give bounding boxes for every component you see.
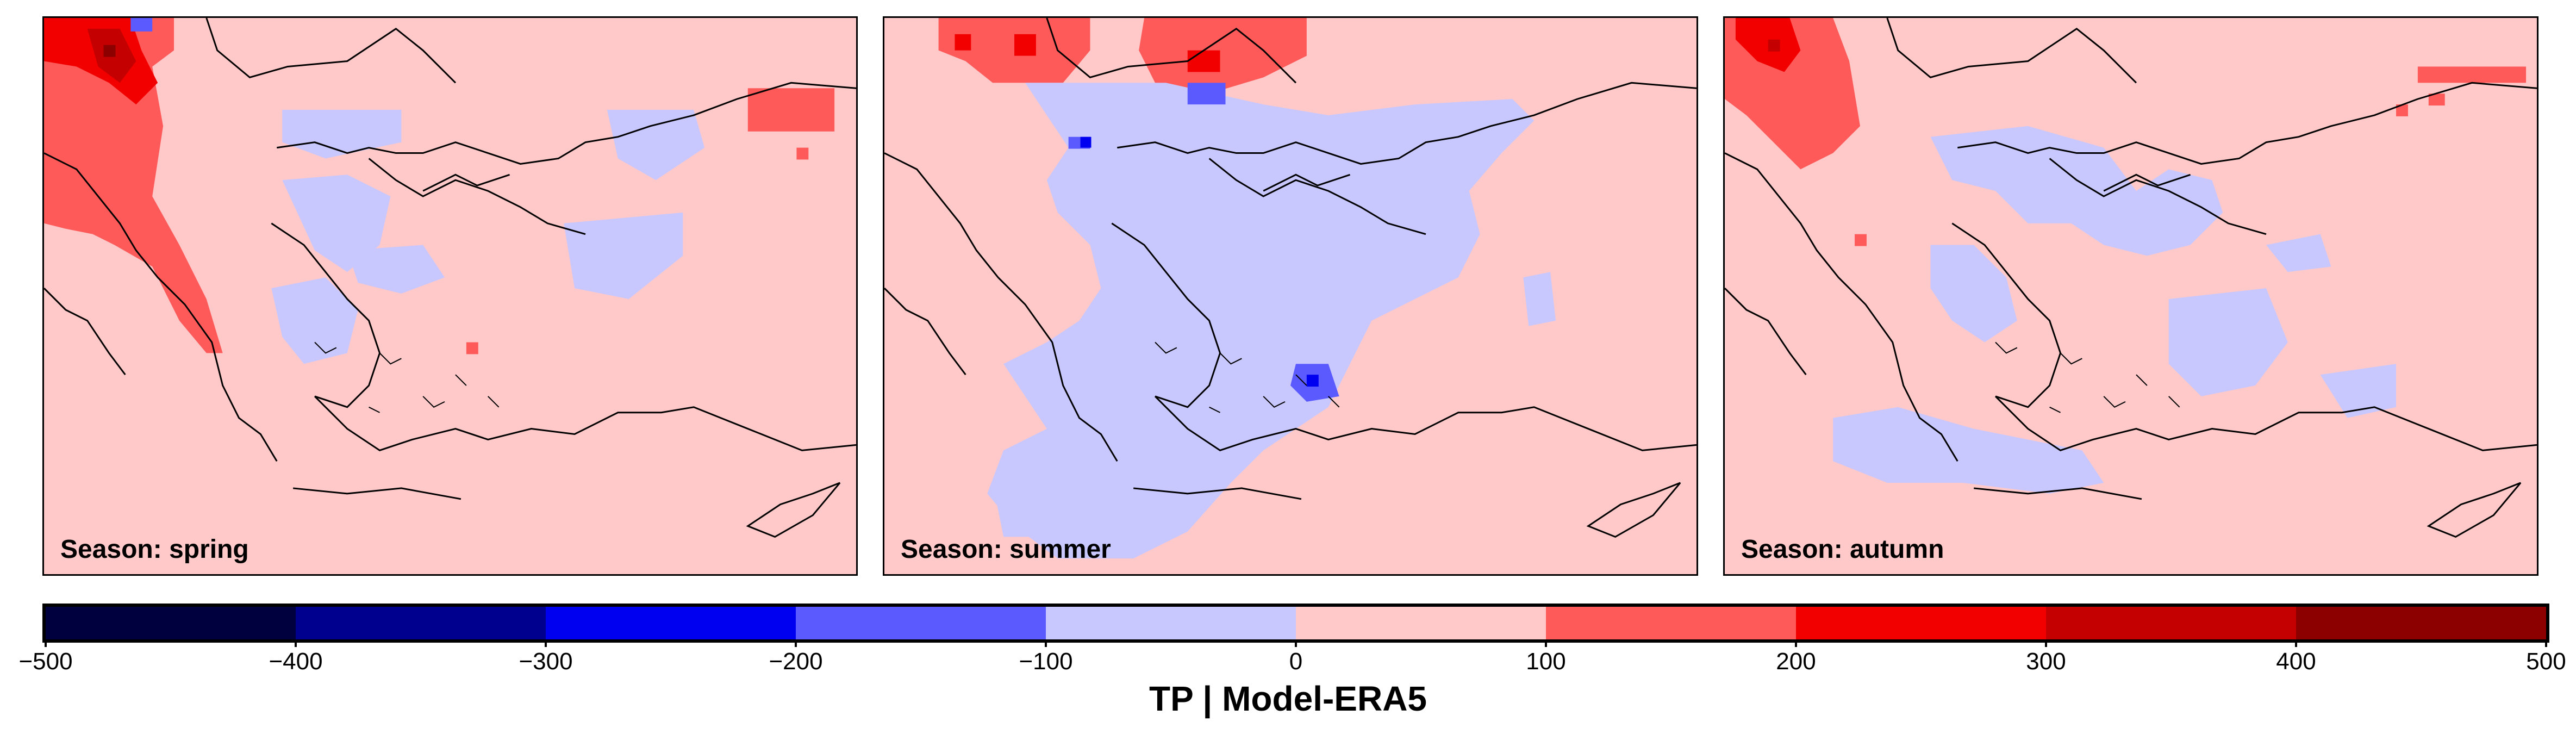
colorbar-tick-mark [45,639,47,647]
colorbar-tick-mark [1295,639,1297,647]
colorbar-tick-label: 0 [1289,648,1303,675]
colorbar-tick-mark [1545,639,1547,647]
summer-map [884,18,1696,574]
season-label-summer: Season: summer [901,535,1111,564]
colorbar-tick-mark [1795,639,1797,647]
colorbar-tick-label: −400 [269,648,323,675]
colorbar-tick-label: −200 [769,648,823,675]
colorbar-bin [296,607,546,639]
colorbar-tick-mark [545,639,547,647]
colorbar-bin [46,607,296,639]
colorbar-tick-mark [795,639,797,647]
colorbar-bin [2296,607,2546,639]
colorbar-tick-label: −100 [1019,648,1073,675]
colorbar-tick-label: 400 [2276,648,2316,675]
colorbar-tick-label: 200 [1776,648,1816,675]
colorbar-tick-mark [2295,639,2297,647]
colorbar-bin [1796,607,2046,639]
colorbar-tick-label: −300 [519,648,573,675]
colorbar-bin [1546,607,1796,639]
colorbar-bin [1296,607,1546,639]
colorbar-tick-label: 300 [2026,648,2066,675]
colorbar [42,604,2549,643]
map-panel-autumn: Season: autumn [1723,16,2538,576]
colorbar-tick-label: 100 [1526,648,1566,675]
colorbar-tick-mark [1045,639,1047,647]
colorbar-bin [2046,607,2296,639]
season-label-spring: Season: spring [60,535,249,564]
map-panel-spring: Season: spring [42,16,858,576]
colorbar-bin [546,607,796,639]
colorbar-bin [796,607,1046,639]
colorbar-tick-label: −500 [18,648,73,675]
map-panel-summer: Season: summer [883,16,1698,576]
autumn-map [1725,18,2537,574]
colorbar-tick-mark [2045,639,2047,647]
colorbar-bin [1046,607,1296,639]
spring-map [44,18,856,574]
colorbar-title: TP | Model-ERA5 [1149,679,1427,718]
colorbar-tick-label: 500 [2526,648,2566,675]
colorbar-tick-mark [295,639,297,647]
season-label-autumn: Season: autumn [1741,535,1944,564]
colorbar-tick-mark [2545,639,2547,647]
